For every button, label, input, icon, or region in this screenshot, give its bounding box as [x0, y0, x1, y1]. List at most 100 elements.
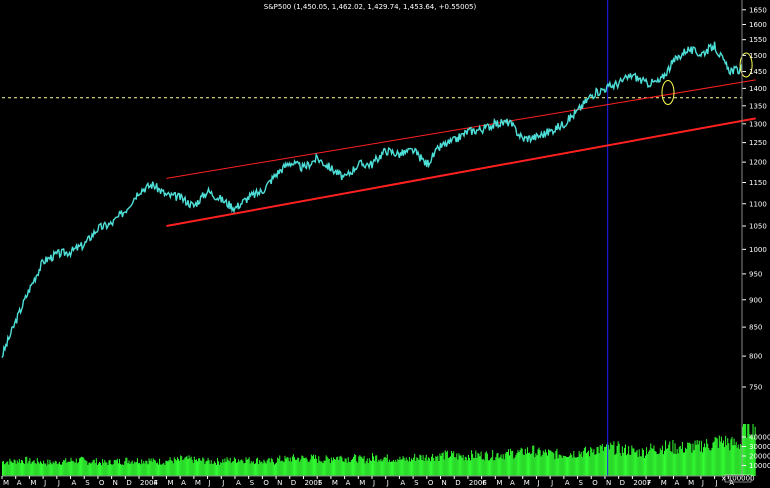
volume-bar: [7, 461, 9, 476]
volume-bar: [639, 456, 641, 476]
volume-bar: [34, 463, 36, 476]
month-tick-label: S: [85, 479, 90, 487]
volume-bar: [535, 453, 537, 476]
volume-bar: [236, 462, 238, 476]
volume-bar: [122, 464, 124, 476]
volume-bar: [368, 458, 370, 476]
volume-bar: [38, 463, 40, 476]
volume-bar: [421, 460, 423, 476]
volume-bar: [640, 456, 642, 476]
volume-bar: [648, 451, 650, 476]
volume-bar: [72, 460, 74, 476]
month-tick-label: J: [386, 479, 389, 487]
volume-bar: [718, 435, 720, 476]
volume-bar: [247, 458, 249, 476]
volume-bar: [264, 461, 266, 476]
month-tick-label: J: [715, 479, 718, 487]
volume-bar: [141, 459, 143, 476]
volume-bar: [426, 460, 428, 476]
volume-bar: [630, 454, 632, 476]
volume-bar: [301, 455, 303, 476]
volume-bar: [363, 455, 365, 476]
chart-title: S&P500 (1,450.05, 1,462.02, 1,429.74, 1,…: [264, 3, 477, 11]
volume-bar: [261, 461, 263, 476]
volume-bar: [594, 454, 596, 476]
volume-bar: [147, 464, 149, 476]
volume-bar: [681, 442, 683, 476]
volume-bar: [356, 461, 358, 476]
volume-bar: [78, 458, 80, 476]
volume-bar: [552, 452, 554, 476]
volume-bar: [155, 463, 157, 476]
volume-tick-label: 20000: [749, 453, 770, 461]
volume-bar: [748, 424, 750, 476]
volume-bar: [5, 463, 7, 476]
volume-bar: [737, 444, 739, 476]
volume-bar: [238, 459, 240, 476]
volume-bar: [578, 451, 580, 476]
volume-bar: [43, 460, 45, 476]
volume-bar: [473, 457, 475, 476]
volume-bar: [729, 450, 731, 476]
volume-bar: [417, 458, 419, 476]
volume-bar: [299, 461, 301, 476]
volume-bar: [209, 463, 211, 476]
volume-bar: [25, 456, 27, 476]
volume-bar: [647, 454, 649, 476]
volume-bar: [254, 463, 256, 476]
volume-bar: [111, 464, 113, 476]
volume-bar: [338, 459, 340, 476]
volume-bar: [205, 461, 207, 476]
volume-bar: [145, 460, 147, 476]
volume-bar: [408, 457, 410, 476]
volume-bar: [676, 449, 678, 476]
volume-bar: [456, 453, 458, 476]
volume-bar: [341, 457, 343, 476]
volume-bar: [139, 463, 141, 476]
volume-bar: [477, 452, 479, 476]
volume-bar: [376, 455, 378, 476]
volume-bar: [240, 460, 242, 476]
volume-bar: [57, 463, 59, 476]
volume-bar: [23, 462, 25, 476]
volume-bar: [320, 461, 322, 476]
volume-bar: [418, 459, 420, 476]
price-tick-label: 950: [749, 270, 762, 278]
volume-bar: [390, 461, 392, 476]
volume-bar: [723, 440, 725, 476]
volume-bar: [241, 459, 243, 476]
volume-bar: [345, 458, 347, 476]
volume-bar: [693, 450, 695, 476]
volume-bar: [682, 452, 684, 476]
volume-bar: [501, 458, 503, 476]
volume-bar: [633, 448, 635, 476]
volume-bar: [49, 459, 51, 476]
volume-bar: [453, 451, 455, 476]
volume-bar: [512, 450, 514, 476]
volume-bar: [330, 457, 332, 476]
volume-bar: [706, 439, 708, 476]
volume-bar: [50, 462, 52, 476]
volume-bar: [344, 458, 346, 476]
volume-bar: [69, 461, 71, 476]
volume-bar: [496, 453, 498, 476]
volume-bar: [550, 450, 552, 476]
volume-bar: [323, 460, 325, 476]
volume-bar: [375, 455, 377, 476]
volume-bar: [378, 459, 380, 476]
volume-bar: [349, 461, 351, 476]
volume-bar: [347, 457, 349, 476]
volume-bar: [400, 459, 402, 476]
volume-bar: [715, 437, 717, 476]
volume-bar: [721, 443, 723, 476]
month-tick-label: J: [208, 479, 211, 487]
month-tick-label: F: [647, 479, 651, 487]
volume-bar: [692, 443, 694, 476]
volume-bar: [499, 456, 501, 476]
volume-bar: [200, 460, 202, 476]
volume-bar: [276, 462, 278, 476]
volume-bar: [490, 458, 492, 476]
volume-bar: [613, 441, 615, 476]
volume-bar: [94, 463, 96, 476]
volume-bar: [17, 462, 19, 476]
